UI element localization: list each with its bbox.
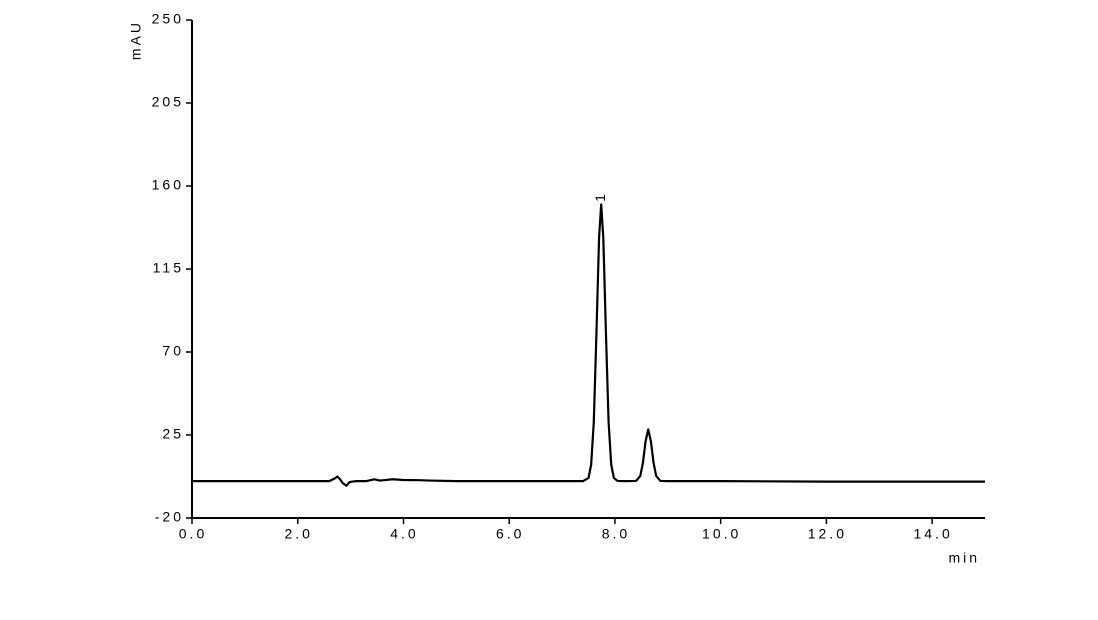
y-tick-label: 250 [152,11,184,27]
trace [192,203,985,487]
x-tick-label: 8.0 [602,526,630,542]
x-tick-label: 12.0 [808,526,847,542]
x-tick-label: 4.0 [390,526,418,542]
y-tick-label: 160 [152,177,184,193]
y-tick-label: 25 [162,426,184,442]
x-tick-label: 6.0 [496,526,524,542]
y-tick-label: 115 [153,260,184,276]
x-tick-label: 2.0 [284,526,312,542]
x-axis-label: min [948,550,980,566]
x-tick-label: 10.0 [702,526,741,542]
y-tick-label: 205 [152,94,184,110]
y-tick-label: 70 [162,343,184,359]
x-tick-label: 14.0 [914,526,953,542]
y-axis-label: mAU [128,20,144,60]
x-tick-label: 0.0 [179,526,207,542]
peak-label: 1 [592,191,608,202]
y-tick-label: -20 [155,509,184,525]
